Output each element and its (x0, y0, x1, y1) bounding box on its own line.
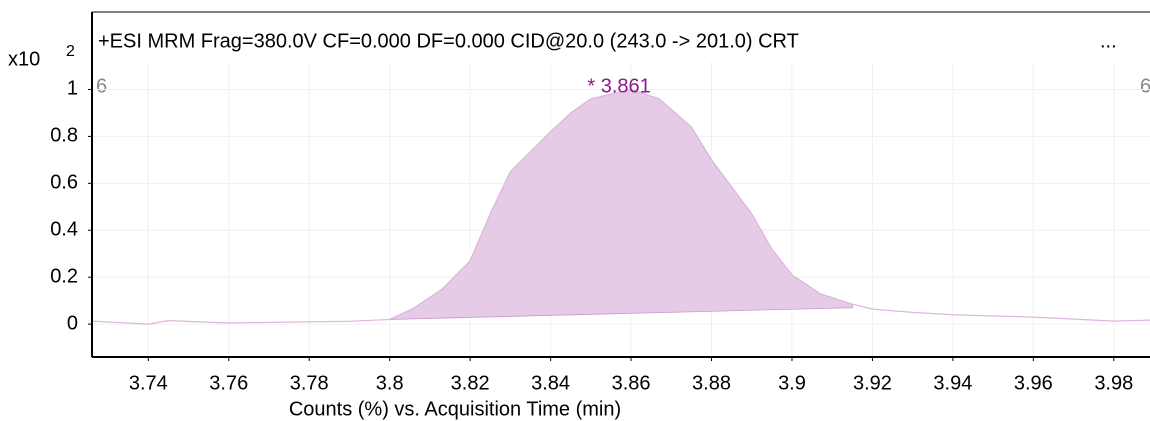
chart-title: +ESI MRM Frag=380.0V CF=0.000 DF=0.000 C… (98, 30, 799, 52)
x-tick-label: 3.82 (451, 372, 490, 394)
x-tick-label: 3.76 (209, 372, 248, 394)
x-axis-title: Counts (%) vs. Acquisition Time (min) (289, 398, 621, 420)
y-tick-label: 0.8 (50, 125, 78, 147)
x-tick-label: 3.98 (1094, 372, 1133, 394)
x-tick-label: 3.84 (531, 372, 570, 394)
trace-line (91, 88, 1150, 325)
y-tick-label: 1 (67, 78, 78, 100)
x-tick-label: 3.94 (933, 372, 972, 394)
y-tick-label: 0.4 (50, 219, 78, 241)
x-tick-label: 3.74 (129, 372, 168, 394)
left-marker: 6 (96, 75, 107, 97)
y-multiplier: x10 (8, 48, 40, 70)
x-tick-label: 3.86 (612, 372, 651, 394)
x-tick-label: 3.96 (1014, 372, 1053, 394)
x-tick-label: 3.88 (692, 372, 731, 394)
peak-annotation: * 3.861 (587, 75, 650, 97)
y-tick-label: 0.2 (50, 265, 78, 287)
x-tick-label: 3.92 (853, 372, 892, 394)
y-tick-label: 0.6 (50, 172, 78, 194)
right-marker: 6 (1140, 75, 1150, 97)
y-exponent: 2 (66, 43, 75, 60)
y-tick-label: 0 (67, 312, 78, 334)
x-tick-label: 3.9 (778, 372, 806, 394)
x-tick-label: 3.8 (376, 372, 404, 394)
x-tick-label: 3.78 (290, 372, 329, 394)
title-overflow: ... (1100, 30, 1117, 52)
peak-area (389, 89, 853, 320)
